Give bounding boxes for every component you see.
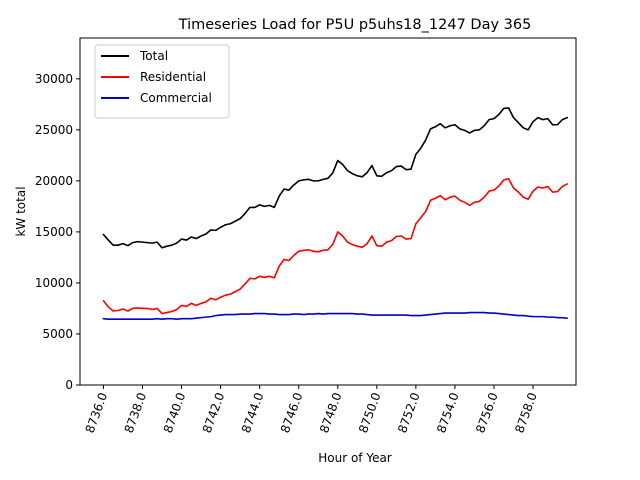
chart-title: Timeseries Load for P5U p5uhs18_1247 Day… [178, 17, 532, 33]
y-tick-label: 25000 [35, 123, 73, 137]
series-line-commercial [102, 311, 569, 320]
y-axis: 0 5000 10000 15000 20000 25000 30000 [35, 72, 80, 392]
x-axis-label: Hour of Year [318, 451, 392, 465]
legend-label-commercial: Commercial [140, 91, 212, 105]
legend-box [94, 44, 230, 119]
y-tick-label: 5000 [42, 327, 73, 341]
y-axis-label: kW total [14, 186, 28, 236]
y-tick-label: 10000 [35, 276, 73, 290]
y-tick-label: 30000 [35, 72, 73, 86]
legend: Total Residential Commercial [94, 44, 230, 119]
series-line-total [102, 107, 569, 249]
y-tick-label: 15000 [35, 225, 73, 239]
legend-label-residential: Residential [140, 70, 206, 84]
series-layer [102, 107, 569, 320]
y-tick-label: 20000 [35, 174, 73, 188]
legend-label-total: Total [139, 49, 168, 63]
plot-frame [79, 37, 577, 386]
y-tick-label: 0 [65, 378, 73, 392]
series-line-residential [102, 178, 569, 315]
